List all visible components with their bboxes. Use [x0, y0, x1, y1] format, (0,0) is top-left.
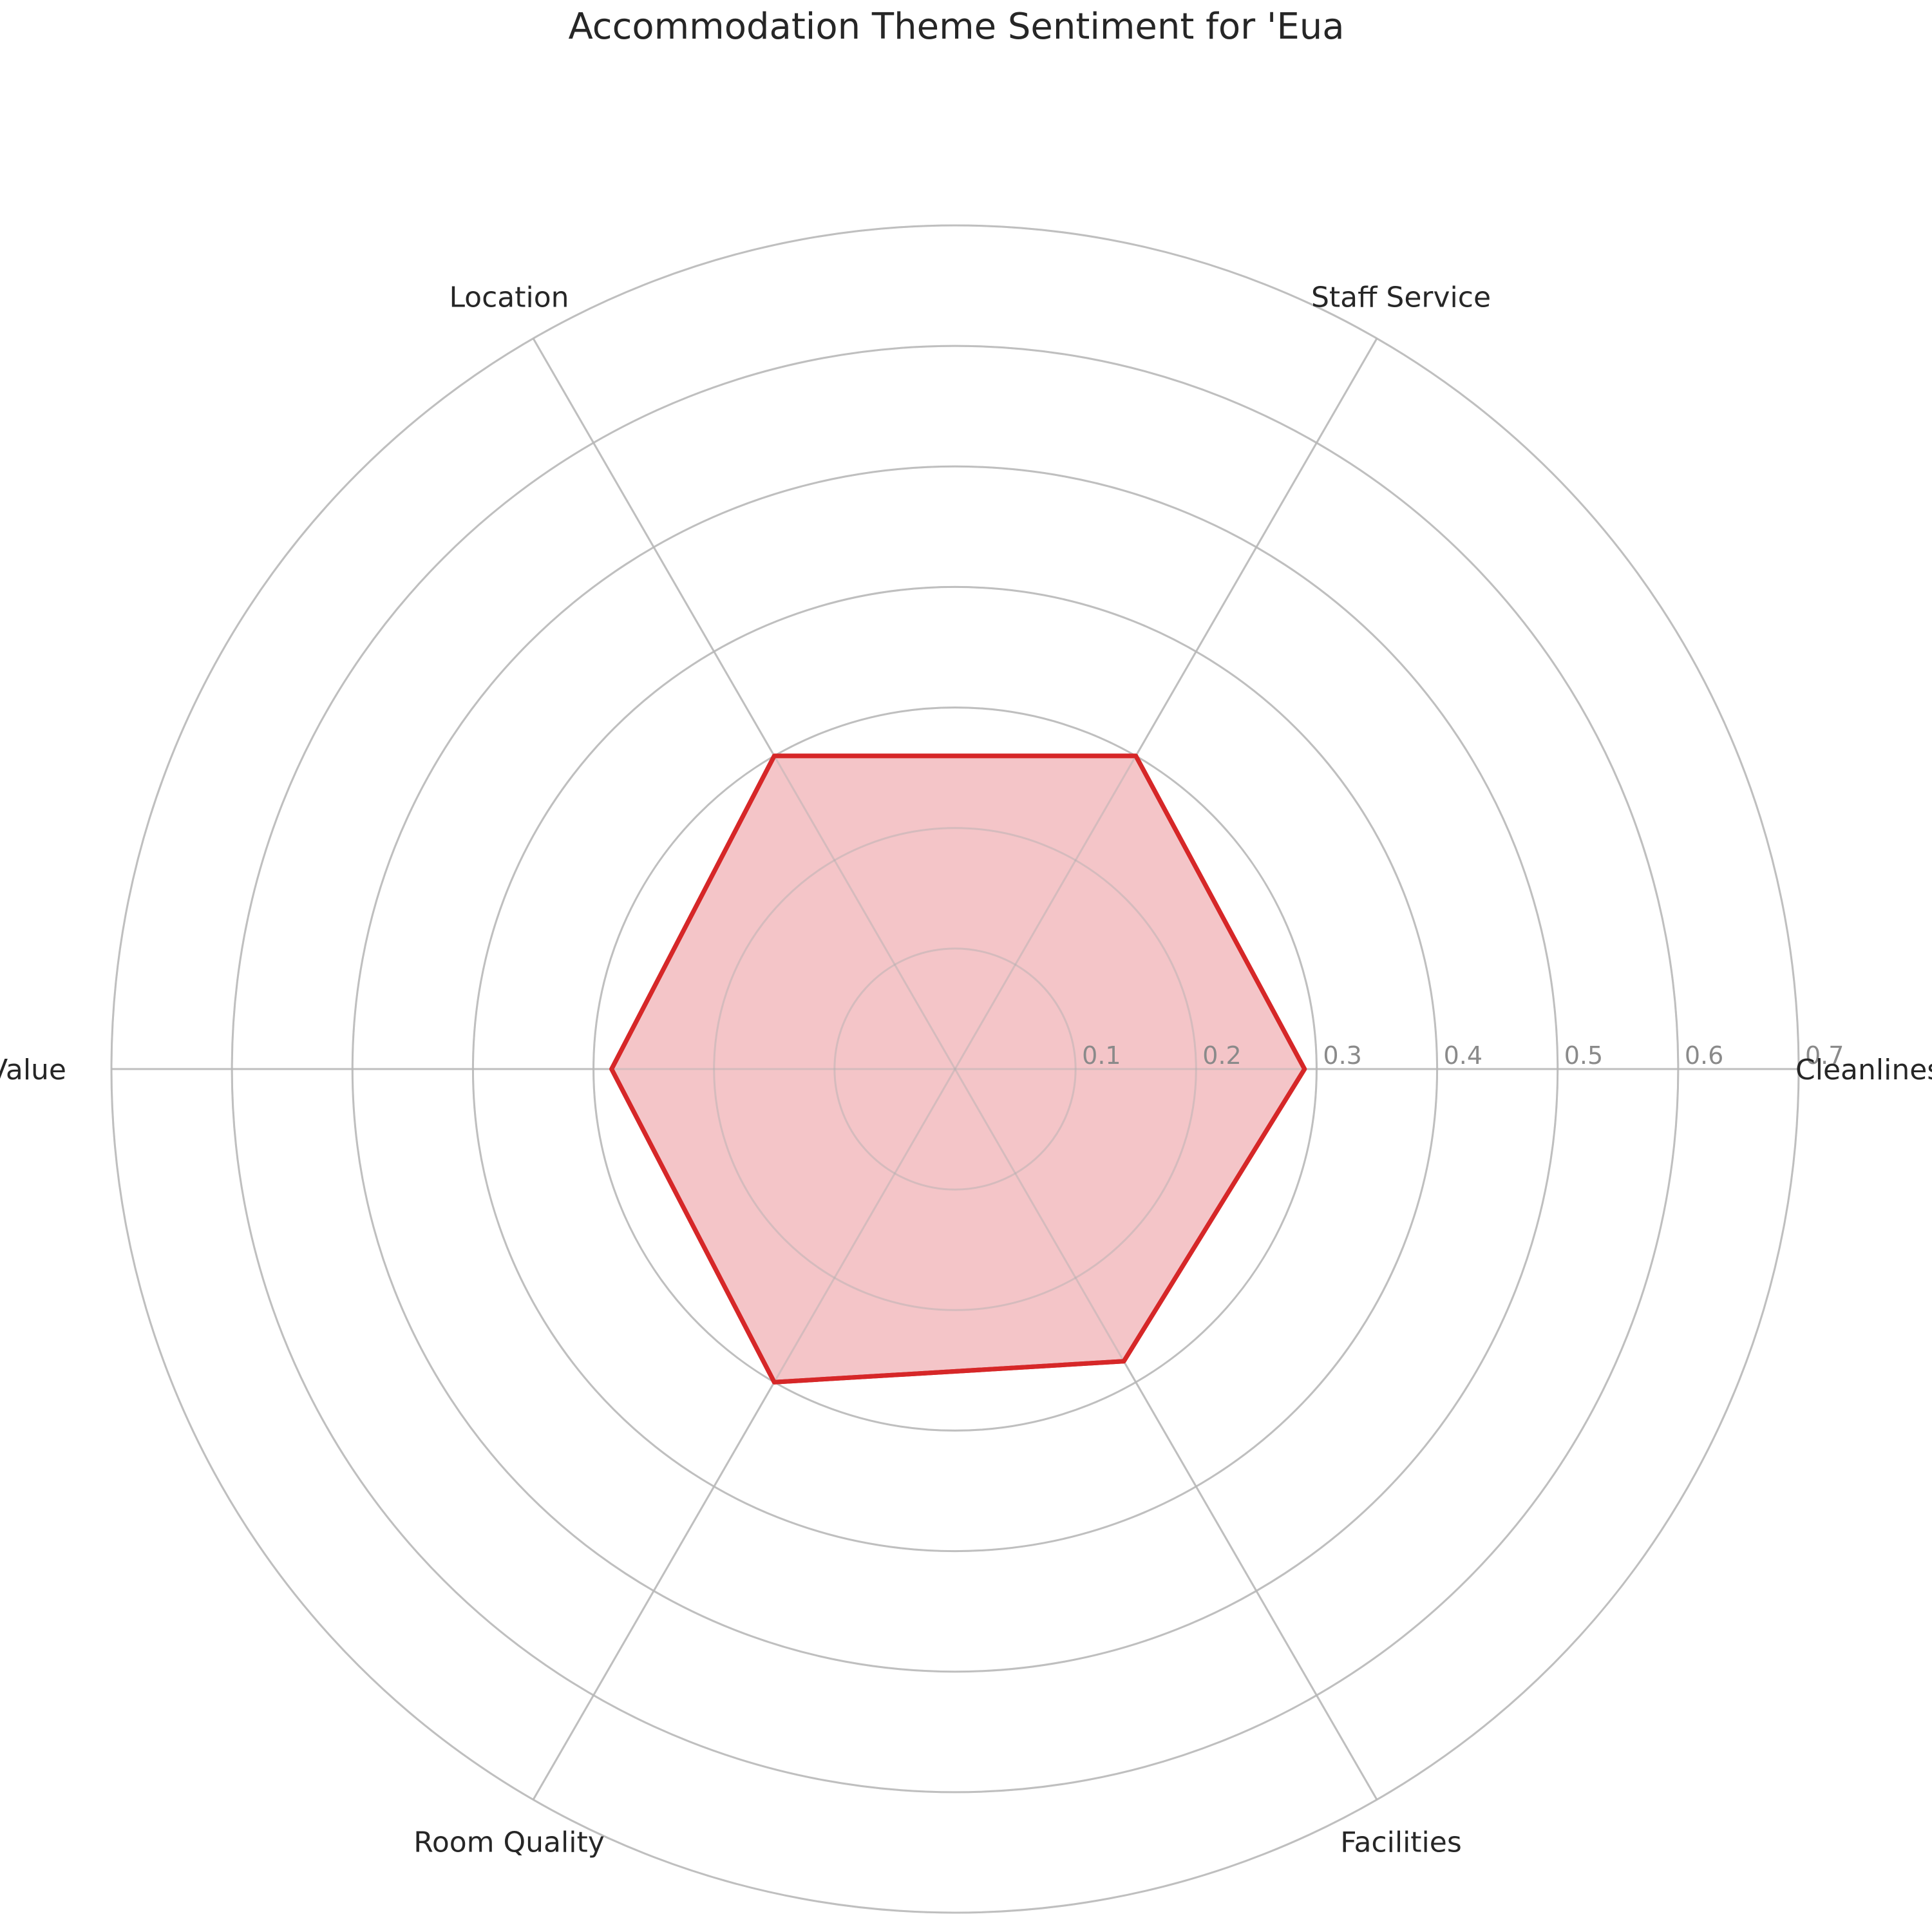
- radial-tick-labels: 0.1 0.2 0.3 0.4 0.5 0.6 0.7: [1082, 1041, 1844, 1070]
- radial-tick-label: 0.2: [1202, 1041, 1241, 1070]
- radial-tick-label: 0.5: [1564, 1041, 1603, 1070]
- grid-overlay: [110, 224, 1800, 1914]
- grid-spoke-overlay: [954, 1068, 1378, 1801]
- grid-ring-overlay: [231, 345, 1680, 1794]
- category-label: Room Quality: [413, 1826, 605, 1859]
- category-label: Facilities: [1340, 1826, 1462, 1859]
- grid-spoke-overlay: [532, 1068, 956, 1801]
- category-label: Staff Service: [1311, 281, 1491, 314]
- grid-ring-overlay: [833, 947, 1077, 1191]
- grid-ring-overlay: [592, 706, 1318, 1432]
- series-layer: [110, 224, 1800, 1914]
- radial-tick-label: 0.4: [1444, 1041, 1482, 1070]
- category-label: Value: [0, 1054, 66, 1086]
- category-labels: Cleanliness Staff Service Location Value Roo…: [0, 281, 1932, 1859]
- radial-tick-label: 0.7: [1805, 1041, 1844, 1070]
- chart-title: Accommodation Theme Sentiment for 'Eua: [568, 6, 1344, 48]
- grid-spoke-overlay: [954, 337, 1378, 1070]
- grid-ring-overlay: [110, 224, 1800, 1914]
- category-label: Location: [449, 281, 569, 314]
- series-area: [611, 755, 1305, 1383]
- radial-tick-label: 0.1: [1082, 1041, 1121, 1070]
- category-label: Cleanliness: [1795, 1054, 1932, 1086]
- grid-ring-overlay: [351, 465, 1559, 1673]
- grid-spoke-overlay: [532, 337, 956, 1070]
- radial-tick-label: 0.3: [1323, 1041, 1361, 1070]
- series-outline: [609, 753, 1307, 1385]
- radial-tick-label: 0.6: [1685, 1041, 1723, 1070]
- grid-ring-overlay: [471, 585, 1439, 1553]
- grid-ring-overlay: [713, 827, 1197, 1311]
